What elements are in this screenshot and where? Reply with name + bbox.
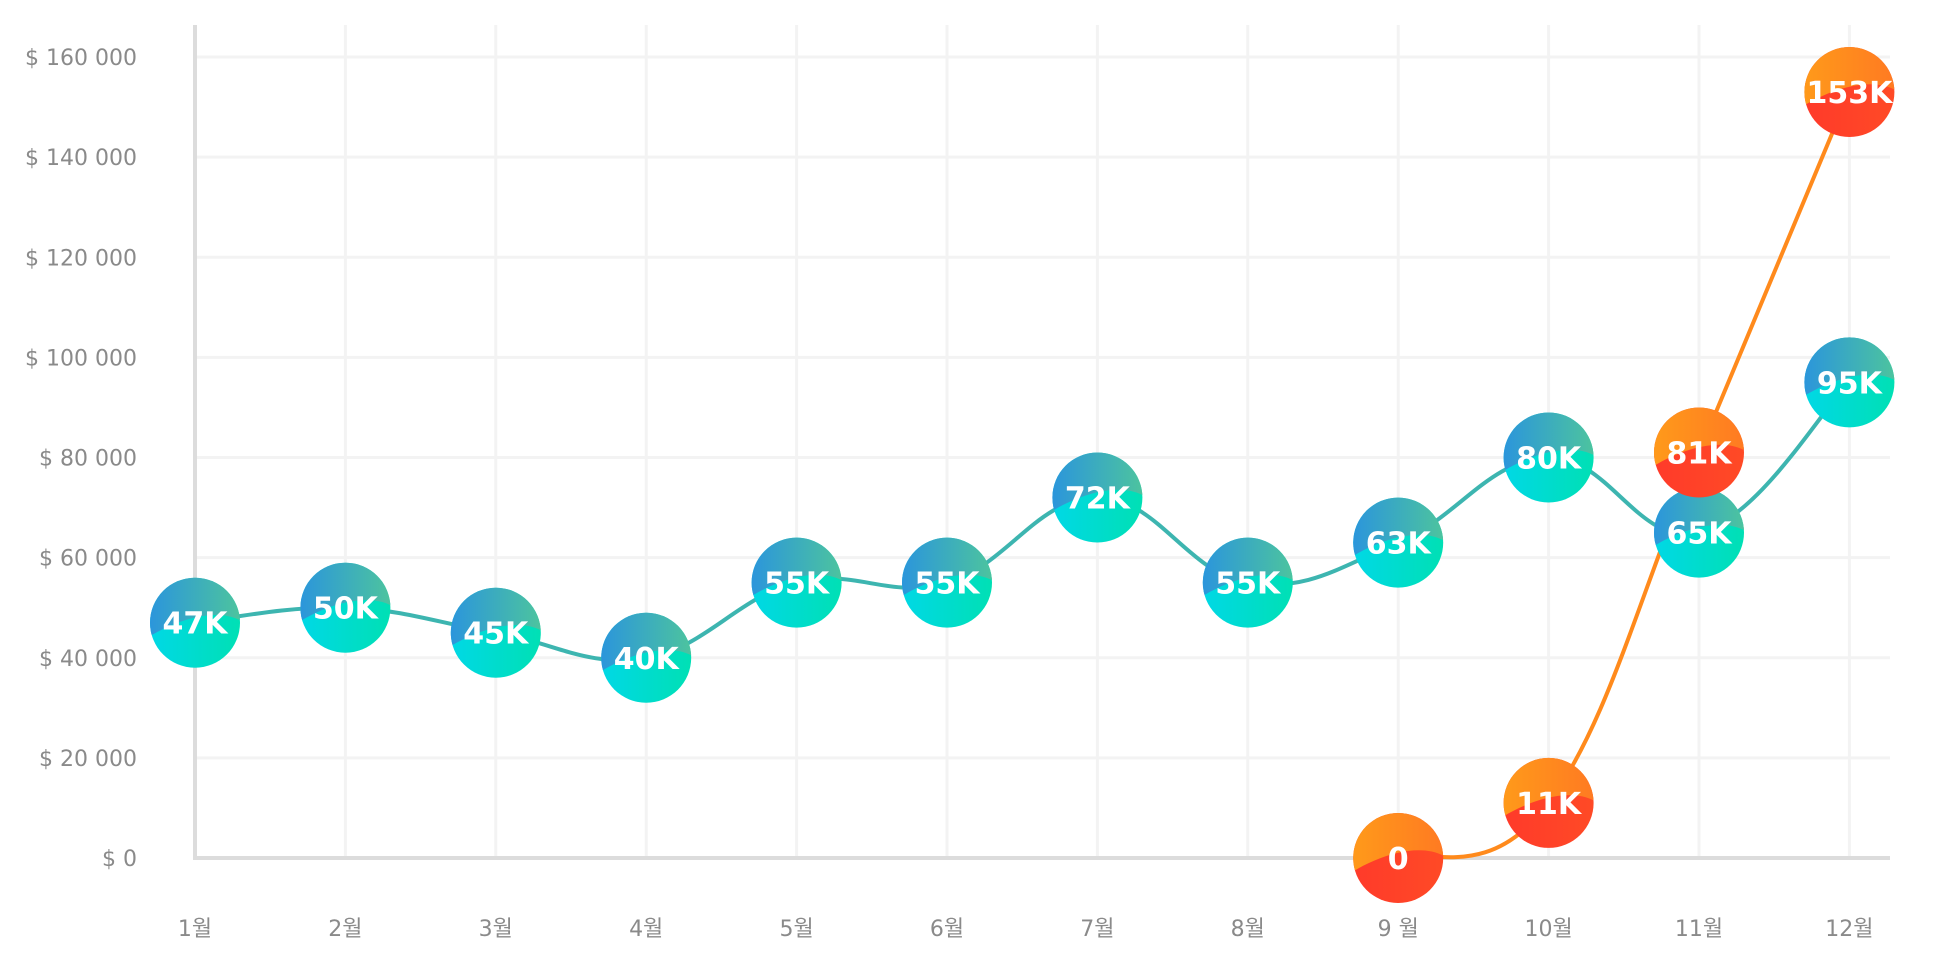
x-tick-label: 9 월 — [1378, 917, 1419, 942]
data-label: 63K — [1366, 527, 1433, 562]
data-point-marker — [1654, 487, 1744, 578]
grid — [195, 25, 1890, 858]
data-label: 0 — [1388, 842, 1409, 877]
data-label: 80K — [1516, 442, 1583, 477]
x-tick-label: 5월 — [779, 917, 813, 942]
marker-top — [1353, 813, 1444, 872]
data-point-teal: 55K — [1202, 537, 1293, 628]
y-tick-label: $ 20 000 — [39, 747, 137, 772]
data-label: 55K — [764, 567, 831, 602]
marker-top — [1052, 452, 1143, 512]
data-label: 50K — [313, 592, 380, 627]
data-label: 45K — [463, 617, 530, 652]
data-point-orange: 11K — [1503, 757, 1594, 848]
data-point-teal: 55K — [902, 537, 992, 628]
series-points: 47K 50K 45K 40K 55K 55K 72K 55K 63K 80K 65K 95K 0 11K… — [150, 47, 1895, 903]
data-point-orange: 0 — [1353, 813, 1444, 903]
marker-top — [1503, 412, 1594, 472]
x-tick-label: 11월 — [1675, 917, 1723, 942]
data-point-marker — [751, 537, 842, 628]
data-point-teal: 50K — [300, 562, 391, 653]
data-point-teal: 55K — [751, 537, 842, 628]
data-point-marker — [1052, 452, 1143, 543]
marker-top — [1654, 487, 1744, 547]
data-point-marker — [1353, 497, 1444, 588]
marker-top — [751, 537, 842, 597]
data-point-marker — [601, 612, 692, 703]
y-tick-label: $ 0 — [102, 847, 137, 872]
data-point-teal: 40K — [601, 612, 692, 703]
data-point-teal: 45K — [450, 587, 541, 678]
y-tick-label: $ 40 000 — [39, 647, 137, 672]
x-tick-label: 8월 — [1231, 917, 1265, 942]
y-tick-label: $ 140 000 — [25, 146, 137, 171]
data-label: 40K — [614, 642, 681, 677]
y-tick-label: $ 80 000 — [39, 447, 137, 472]
marker-top — [450, 587, 541, 647]
marker-top — [1804, 47, 1895, 107]
marker-top — [1202, 537, 1293, 597]
data-label: 47K — [163, 607, 230, 642]
data-point-marker — [1804, 47, 1895, 138]
data-point-marker — [450, 587, 541, 678]
axes: $ 0 $ 20 000 $ 40 000 $ 60 000 $ 80 000 $ 100… — [25, 25, 1890, 942]
y-tick-label: $ 60 000 — [39, 547, 137, 572]
data-point-orange: 81K — [1654, 407, 1744, 498]
marker-top — [1503, 757, 1594, 817]
data-label: 55K — [1215, 567, 1282, 602]
marker-top — [902, 537, 992, 597]
data-label: 55K — [915, 567, 982, 602]
marker-top — [1654, 407, 1744, 467]
series-lines — [194, 91, 1852, 860]
series-line-teal — [194, 380, 1851, 663]
data-label: 95K — [1817, 366, 1884, 401]
marker-top — [150, 577, 240, 637]
data-point-marker — [1654, 407, 1744, 498]
data-point-teal: 63K — [1353, 497, 1444, 588]
data-point-teal: 95K — [1804, 337, 1895, 428]
data-label: 65K — [1667, 517, 1734, 552]
data-label: 153K — [1806, 76, 1894, 111]
data-point-teal: 72K — [1052, 452, 1143, 543]
data-point-teal: 47K — [150, 577, 240, 668]
x-tick-label: 6월 — [930, 917, 964, 942]
data-point-marker — [1202, 537, 1293, 628]
x-tick-label: 1월 — [178, 917, 212, 942]
x-tick-label: 12월 — [1825, 917, 1873, 942]
x-tick-label: 2월 — [328, 917, 362, 942]
data-point-marker — [150, 577, 240, 668]
data-point-marker — [1353, 813, 1444, 903]
marker-top — [1804, 337, 1895, 397]
marker-top — [601, 612, 692, 672]
data-point-marker — [902, 537, 992, 628]
marker-top — [300, 562, 391, 622]
data-point-marker — [1503, 757, 1594, 848]
data-point-marker — [1503, 412, 1594, 503]
x-tick-label: 7월 — [1080, 917, 1114, 942]
y-tick-label: $ 100 000 — [25, 346, 137, 371]
marker-top — [1353, 497, 1444, 557]
data-point-marker — [300, 562, 391, 653]
data-point-marker — [1804, 337, 1895, 428]
x-tick-label: 4월 — [629, 917, 663, 942]
series-line-orange — [1397, 91, 1852, 860]
y-tick-label: $ 120 000 — [25, 246, 137, 271]
data-point-teal: 65K — [1654, 487, 1744, 578]
data-label: 72K — [1065, 482, 1132, 517]
data-label: 11K — [1516, 787, 1583, 822]
data-label: 81K — [1667, 436, 1734, 471]
data-point-orange: 153K — [1804, 47, 1895, 138]
x-tick-label: 3월 — [479, 917, 513, 942]
data-point-teal: 80K — [1503, 412, 1594, 503]
x-tick-label: 10월 — [1524, 917, 1572, 942]
y-tick-label: $ 160 000 — [25, 46, 137, 71]
